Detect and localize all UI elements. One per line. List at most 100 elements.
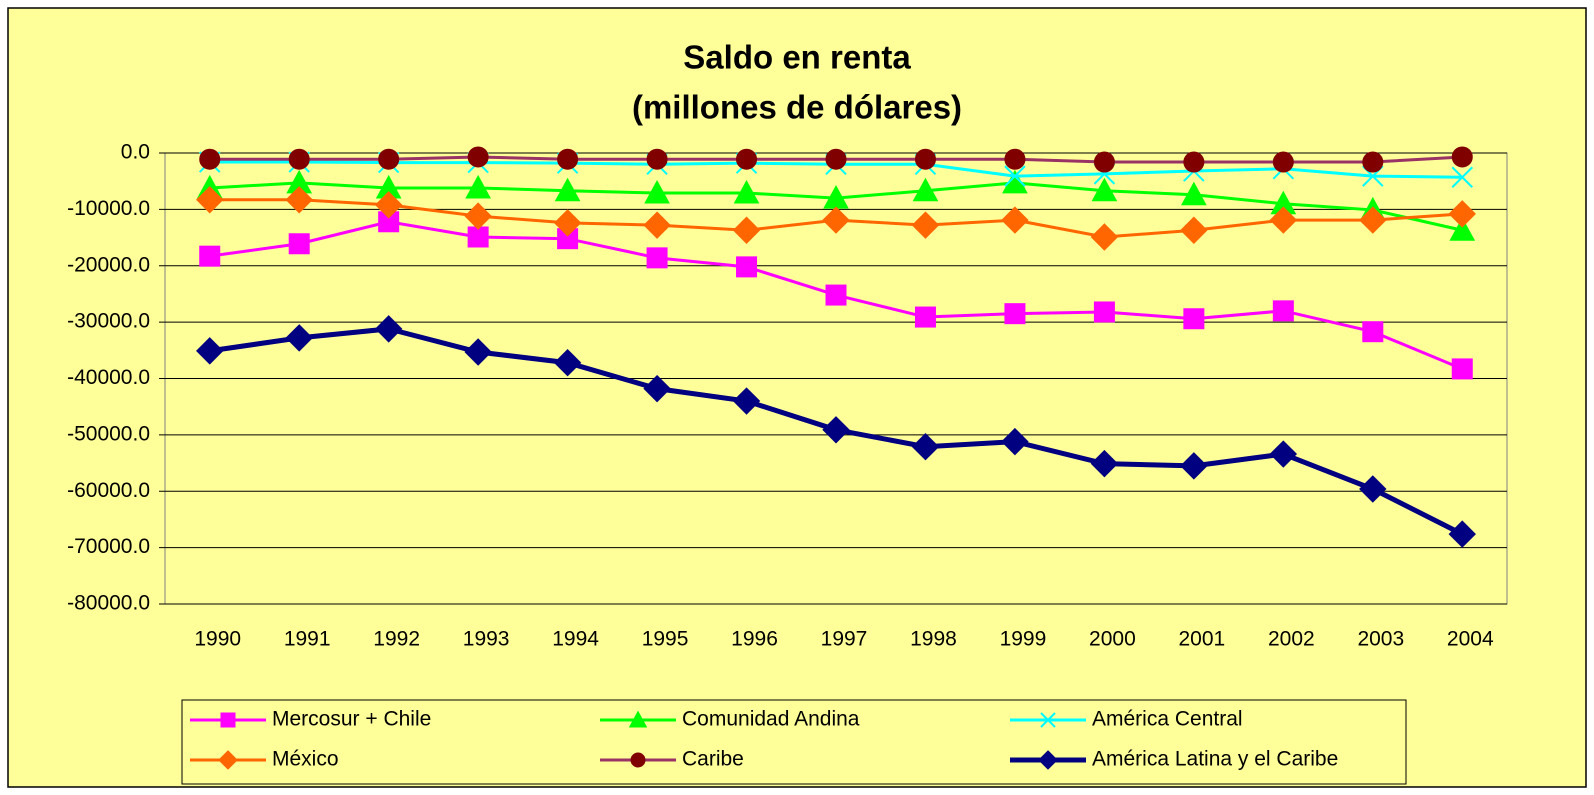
legend-marker xyxy=(628,710,648,728)
data-point xyxy=(553,349,582,377)
x-tick-label: 1993 xyxy=(463,628,510,651)
data-point xyxy=(1181,181,1207,206)
data-point xyxy=(914,148,936,170)
data-point xyxy=(1269,440,1298,468)
data-point xyxy=(378,148,400,170)
data-point xyxy=(288,233,310,255)
x-tick-label: 1998 xyxy=(910,628,957,651)
data-point xyxy=(914,306,936,328)
data-point xyxy=(1180,452,1208,480)
legend-label: México xyxy=(272,748,339,771)
y-tick-label: -80000.0 xyxy=(67,592,150,615)
data-point xyxy=(822,416,850,444)
legend-label: América Latina y el Caribe xyxy=(1092,748,1338,771)
data-point xyxy=(288,148,310,170)
y-tick-label: -40000.0 xyxy=(67,366,150,389)
x-tick-label: 2001 xyxy=(1179,628,1226,651)
data-point xyxy=(1362,321,1384,343)
chart-subtitle: (millones de dólares) xyxy=(632,89,962,126)
x-tick-label: 1990 xyxy=(194,628,241,651)
data-point xyxy=(196,337,224,365)
data-point xyxy=(285,324,313,352)
data-point xyxy=(1451,146,1473,168)
data-point xyxy=(1090,223,1119,251)
data-point xyxy=(1272,151,1294,173)
legend-label: Caribe xyxy=(682,748,744,771)
data-point xyxy=(1269,206,1298,234)
x-tick-label: 1991 xyxy=(284,628,331,651)
y-tick-label: -60000.0 xyxy=(67,479,150,502)
data-point xyxy=(733,179,760,204)
y-tick-label: -70000.0 xyxy=(67,535,150,558)
data-point xyxy=(646,247,668,269)
data-point xyxy=(736,148,758,170)
data-point xyxy=(1004,303,1026,325)
data-point xyxy=(822,206,850,234)
y-tick-label: -20000.0 xyxy=(67,253,150,276)
x-tick-label: 2000 xyxy=(1089,628,1136,651)
data-point xyxy=(1183,151,1205,173)
data-point xyxy=(1090,449,1119,478)
data-point xyxy=(554,177,581,202)
x-tick-label: 2003 xyxy=(1357,628,1404,651)
x-tick-label: 1994 xyxy=(552,628,599,651)
y-tick-label: 0.0 xyxy=(121,141,150,164)
data-point xyxy=(1091,177,1118,202)
legend-label: Comunidad Andina xyxy=(682,708,860,731)
legend-box xyxy=(181,699,1407,785)
data-point xyxy=(1272,300,1294,322)
data-point xyxy=(199,148,221,170)
data-point xyxy=(467,226,489,248)
data-point xyxy=(643,211,671,239)
data-point xyxy=(1448,520,1476,548)
data-point xyxy=(1451,166,1473,188)
legend-marker xyxy=(218,750,238,770)
data-point xyxy=(1448,200,1476,228)
data-point xyxy=(557,148,579,170)
x-tick-label: 2002 xyxy=(1268,628,1315,651)
legend-marker xyxy=(1040,712,1056,728)
data-point xyxy=(1359,475,1387,503)
data-point xyxy=(1180,216,1208,244)
data-point xyxy=(825,284,847,306)
x-tick-label: 1999 xyxy=(1000,628,1047,651)
data-point xyxy=(1449,217,1476,241)
data-point xyxy=(464,202,492,230)
data-point xyxy=(1183,308,1205,330)
data-point xyxy=(1004,148,1026,170)
data-point xyxy=(1001,206,1029,234)
y-tick-label: -10000.0 xyxy=(67,197,150,220)
data-point xyxy=(1004,165,1026,187)
data-point xyxy=(1451,358,1473,380)
x-tick-label: 1996 xyxy=(731,628,778,651)
legend-marker xyxy=(220,712,236,728)
legend-label: Mercosur + Chile xyxy=(272,708,431,731)
data-point xyxy=(465,174,491,199)
data-point xyxy=(911,211,940,239)
data-point xyxy=(911,433,940,461)
y-tick-label: -30000.0 xyxy=(67,310,150,333)
data-point xyxy=(1362,151,1384,173)
data-point xyxy=(643,374,671,403)
data-point xyxy=(646,148,668,170)
data-point xyxy=(374,315,403,343)
chart-title: Saldo en renta xyxy=(683,39,911,76)
data-point xyxy=(825,148,847,170)
data-point xyxy=(196,186,224,214)
data-point xyxy=(912,177,939,202)
data-point xyxy=(464,338,492,366)
x-tick-label: 2004 xyxy=(1447,628,1494,651)
legend-marker xyxy=(1038,750,1058,770)
data-point xyxy=(732,216,761,244)
x-tick-label: 1992 xyxy=(373,628,420,651)
data-point xyxy=(374,191,403,219)
legend-label: América Central xyxy=(1092,708,1243,731)
data-point xyxy=(732,387,761,415)
y-tick-label: -50000.0 xyxy=(67,422,150,445)
data-point xyxy=(1001,427,1029,456)
data-point xyxy=(1093,151,1115,173)
legend-marker xyxy=(630,752,646,768)
data-point xyxy=(467,146,489,168)
x-tick-label: 1997 xyxy=(821,628,868,651)
